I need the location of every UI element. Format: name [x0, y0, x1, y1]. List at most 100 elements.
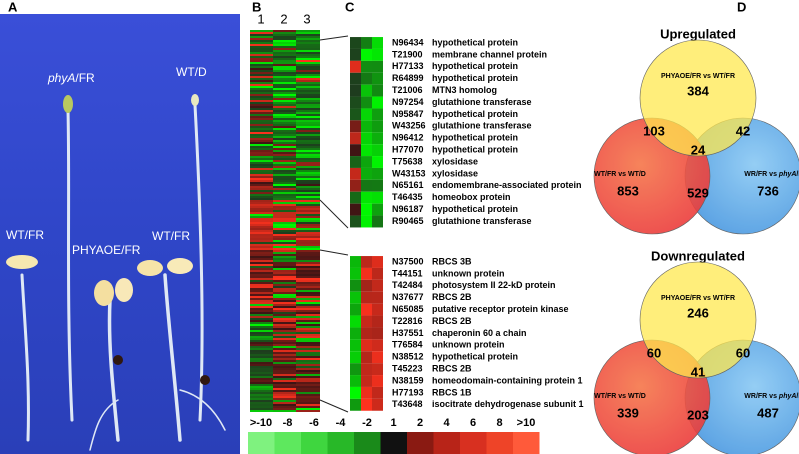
- heatmap-cell: [273, 64, 297, 66]
- heatmap-cell: [250, 92, 274, 94]
- heatmap-cell: [296, 326, 320, 328]
- heatmap-cell: [250, 258, 274, 260]
- gene-id: H77070: [392, 144, 424, 154]
- heatmap-cell: [296, 342, 320, 344]
- heatmap-cell: [250, 88, 274, 90]
- heatmap-cell: [250, 296, 274, 298]
- label: WR/FR vs phyA/FR: [744, 171, 799, 178]
- heatmap-cell: [250, 372, 274, 374]
- heatmap-cell: [296, 242, 320, 244]
- strip-cell: [372, 48, 383, 61]
- scale-swatch: [433, 432, 460, 454]
- heatmap-cell: [273, 202, 297, 204]
- heatmap-cell: [273, 288, 297, 290]
- heatmap-cell: [296, 154, 320, 156]
- heatmap-cell: [296, 386, 320, 388]
- gene-id: T75638: [392, 156, 423, 166]
- heatmap-cell: [296, 372, 320, 374]
- heatmap-cell: [296, 64, 320, 66]
- heatmap-cell: [250, 188, 274, 190]
- heatmap-cell: [273, 376, 297, 378]
- heatmap-cell: [250, 36, 274, 38]
- heatmap-cell: [250, 352, 274, 354]
- heatmap-cell: [250, 130, 274, 132]
- heatmap-cell: [273, 138, 297, 140]
- gene-name: hypothetical protein: [432, 61, 518, 71]
- heatmap-cell: [273, 280, 297, 282]
- heatmap-cell: [296, 302, 320, 304]
- heatmap-cell: [296, 256, 320, 258]
- heatmap-cell: [296, 348, 320, 350]
- heatmap-cell: [250, 60, 274, 62]
- heatmap-cell: [273, 30, 297, 32]
- heatmap-cell: [296, 150, 320, 152]
- heatmap-cell: [296, 212, 320, 214]
- strip-cell: [361, 108, 372, 121]
- heatmap-cell: [273, 330, 297, 332]
- heatmap-cell: [296, 264, 320, 266]
- heatmap-cell: [250, 40, 274, 42]
- heatmap-cell: [273, 142, 297, 144]
- strip-cell: [372, 291, 383, 304]
- heatmap-cell: [296, 280, 320, 282]
- strip-cell: [361, 191, 372, 204]
- gene-name: isocitrate dehydrogenase subunit 1: [432, 399, 584, 409]
- strip-cell: [350, 375, 361, 387]
- heatmap-cell: [273, 78, 297, 80]
- heatmap-cell: [273, 226, 297, 228]
- heatmap-cell: [250, 110, 274, 112]
- heatmap-cell: [250, 206, 274, 208]
- heatmap-cell: [250, 308, 274, 310]
- heatmap-cell: [296, 174, 320, 176]
- heatmap-cell: [250, 306, 274, 308]
- heatmap-cell: [296, 30, 320, 32]
- heatmap-cell: [250, 392, 274, 394]
- strip-cell: [361, 315, 372, 328]
- heatmap-cell: [296, 178, 320, 180]
- heatmap-cell: [296, 200, 320, 202]
- heatmap-cell: [273, 70, 297, 72]
- gene-name: xylosidase: [432, 168, 478, 178]
- heatmap-cell: [250, 312, 274, 314]
- heatmap-cell: [296, 310, 320, 312]
- heatmap-cell: [250, 212, 274, 214]
- heatmap-cell: [296, 184, 320, 186]
- gene-name: RBCS 2B: [432, 363, 472, 373]
- strip-cell: [350, 60, 361, 73]
- heatmap-cell: [250, 262, 274, 264]
- heatmap-cell: [273, 240, 297, 242]
- gene-name: RBCS 2B: [432, 292, 472, 302]
- heatmap-cell: [273, 234, 297, 236]
- heatmap-cell: [296, 156, 320, 158]
- heatmap-cell: [296, 36, 320, 38]
- heatmap-cell: [250, 210, 274, 212]
- strip-cell: [350, 303, 361, 316]
- heatmap-cell: [296, 98, 320, 100]
- heatmap-cell: [296, 370, 320, 372]
- heatmap-cell: [273, 136, 297, 138]
- gene-name: hypothetical protein: [432, 73, 518, 83]
- column-label: 1: [257, 11, 264, 26]
- heatmap-cell: [296, 232, 320, 234]
- heatmap-cell: [296, 122, 320, 124]
- label-part: phyA: [47, 71, 75, 85]
- heatmap-cell: [273, 344, 297, 346]
- heatmap-cell: [296, 210, 320, 212]
- heatmap-cell: [273, 36, 297, 38]
- heatmap-cell: [250, 142, 274, 144]
- label: WR/FR vs phyA/FR: [744, 393, 799, 400]
- heatmap-cell: [250, 314, 274, 316]
- strip-cell: [350, 386, 361, 399]
- strip-cell: [361, 203, 372, 216]
- strip-cell: [350, 144, 361, 157]
- heatmap-cell: [273, 106, 297, 108]
- heatmap-cell: [296, 94, 320, 96]
- scale-swatch: [460, 432, 487, 454]
- heatmap-cell: [250, 160, 274, 162]
- heatmap-cell: [273, 404, 297, 406]
- heatmap-cell: [273, 100, 297, 102]
- heatmap-cell: [250, 80, 274, 82]
- heatmap-cell: [250, 34, 274, 36]
- strip-cell: [372, 179, 383, 192]
- heatmap-cell: [296, 226, 320, 228]
